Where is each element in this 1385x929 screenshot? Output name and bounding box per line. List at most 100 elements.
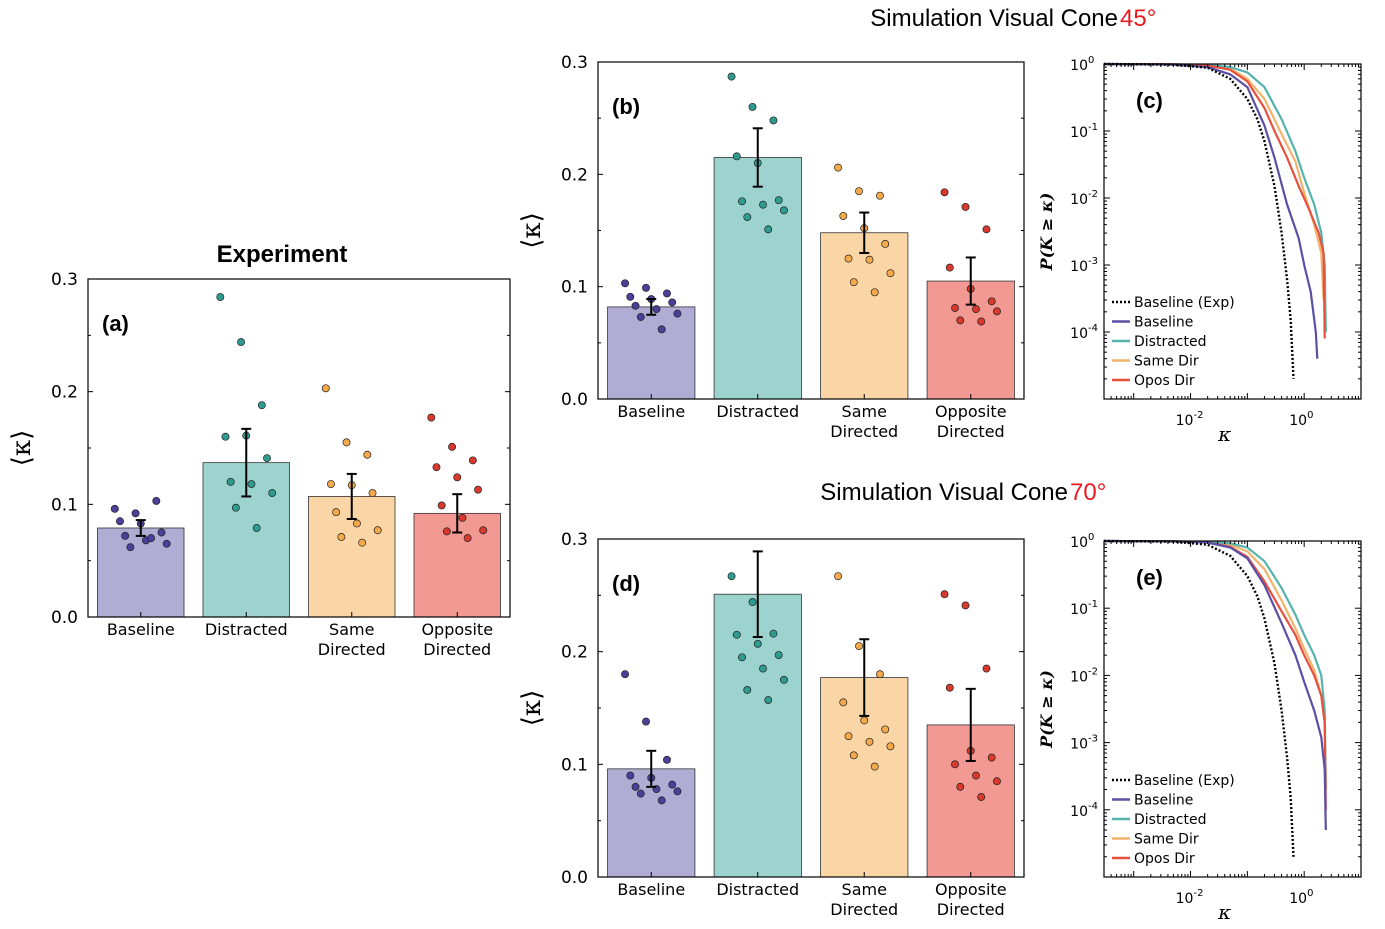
y-tick-exponent: -4 [1088,323,1098,334]
category-label: Directed [423,640,491,659]
x-tick-label: 10 [1289,413,1307,429]
y-axis-label: ⟨κ⟩ [7,430,37,467]
data-point [216,293,225,301]
data-point [844,732,853,741]
legend-label: Baseline (Exp) [1134,773,1235,789]
series-line-baseline-exp- [1103,62,1295,379]
data-point [663,289,671,298]
data-point [668,298,677,307]
x-tick-label: 10 [1289,891,1307,907]
data-point [668,780,677,789]
data-point [463,534,472,543]
data-point [479,526,488,535]
panel-label: (c) [1136,88,1163,113]
data-point [956,316,965,325]
data-point [626,292,635,301]
data-point [263,454,271,463]
data-point [432,463,441,472]
data-point [252,524,261,532]
data-point [886,742,895,751]
series-line-baseline [1103,62,1319,359]
bar-1 [713,157,802,400]
data-point [621,670,630,679]
x-axis-label: κ [1217,900,1231,924]
data-point [257,401,266,410]
data-point [636,789,645,798]
x-tick-exponent: 0 [1307,410,1313,421]
data-point [673,787,682,796]
data-point [631,782,640,791]
data-point [427,413,436,422]
data-point [748,102,757,111]
data-point [657,325,666,334]
data-point [448,442,457,451]
data-point [110,504,119,513]
y-tick-exponent: 0 [1088,532,1094,543]
data-point [774,651,783,659]
data-point [358,538,367,547]
x-tick-exponent: -2 [1194,410,1204,421]
data-point [226,477,235,486]
data-point [987,753,996,762]
data-point [732,630,741,639]
data-point [131,509,140,518]
data-point [268,489,277,498]
y-tick-exponent: -2 [1088,189,1098,200]
y-tick-label: 10 [1070,125,1088,141]
panel-label: (d) [612,571,640,596]
data-point [732,152,741,161]
category-label: Baseline [617,402,685,421]
data-point [876,670,884,679]
category-label: Directed [318,640,386,659]
category-label: Directed [830,422,898,441]
data-point [631,301,640,310]
x-tick-label: 10 [1176,891,1194,907]
data-point [870,762,879,771]
category-label: Opposite [935,880,1007,899]
data-point [870,288,879,297]
category-label: Same [329,620,374,639]
series-line-baseline-exp- [1103,539,1295,857]
data-point [779,206,788,215]
y-tick-label: 0.0 [51,608,78,628]
data-point [977,317,986,326]
data-point [961,601,970,610]
sim70-title-prefix: Simulation Visual Cone [820,479,1068,506]
sim45-title-angle: 45° [1120,5,1156,32]
y-tick-label: 10 [1070,602,1088,618]
data-point [881,725,890,734]
data-point [865,255,874,264]
data-point [642,283,650,292]
data-point [437,501,446,510]
data-point [945,263,954,272]
data-point [663,755,671,764]
bar-0 [97,527,185,618]
data-point [940,188,949,197]
data-point [977,793,986,801]
data-point [363,450,372,459]
data-point [849,278,858,287]
y-tick-label: 0.2 [51,383,78,403]
legend-label: Opos Dir [1134,373,1195,389]
legend-label: Baseline [1134,315,1193,331]
data-point [759,200,767,209]
data-point [157,528,166,537]
legend-label: Distracted [1134,812,1206,828]
y-tick-label: 0.0 [561,868,588,888]
data-point [769,629,778,638]
category-label: Opposite [421,620,493,639]
y-tick-label: 0.1 [561,755,588,775]
data-point [972,771,980,780]
data-point [738,653,746,662]
data-point [621,279,630,288]
data-point [881,240,890,248]
data-point [839,211,848,220]
y-tick-label: 0.1 [51,495,78,515]
data-point [626,771,635,780]
data-point [442,527,451,536]
data-point [247,480,256,489]
data-point [642,717,650,726]
data-point [116,517,124,526]
